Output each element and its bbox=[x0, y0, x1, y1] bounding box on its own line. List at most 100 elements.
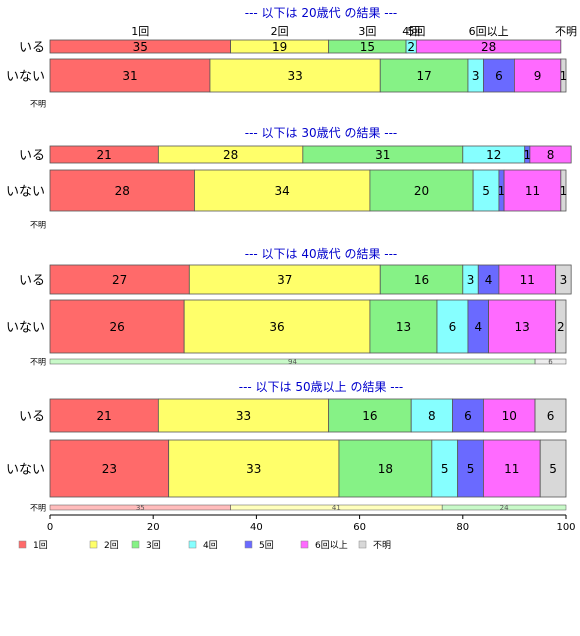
bar-segment bbox=[183, 299, 371, 354]
bar-segment bbox=[457, 439, 484, 498]
data-label: 19 bbox=[272, 40, 287, 54]
data-label: 35 bbox=[133, 40, 148, 54]
bar-segment bbox=[194, 169, 371, 212]
data-label: 6 bbox=[495, 69, 503, 83]
data-label: 13 bbox=[396, 320, 411, 334]
data-label: 1 bbox=[560, 184, 568, 198]
top-category-label: 5回 bbox=[407, 25, 425, 38]
bar-segment bbox=[431, 439, 459, 498]
data-label: 3 bbox=[472, 69, 480, 83]
data-label: 28 bbox=[115, 184, 130, 198]
bar-segment bbox=[168, 439, 340, 498]
bar-segment bbox=[441, 504, 567, 511]
data-label: 16 bbox=[414, 273, 429, 287]
legend-label: 2回 bbox=[104, 540, 119, 551]
legend-label: 6回以上 bbox=[315, 540, 348, 551]
row-label: いる bbox=[19, 41, 45, 56]
legend-swatch bbox=[131, 540, 140, 549]
data-label: 5 bbox=[441, 462, 449, 476]
data-label: 11 bbox=[520, 273, 535, 287]
row-label: いる bbox=[19, 274, 45, 289]
data-label: 3 bbox=[467, 273, 475, 287]
data-label: 28 bbox=[481, 40, 496, 54]
top-category-label: 6回以上 bbox=[469, 25, 509, 38]
bar-segment bbox=[379, 264, 464, 295]
data-label: 36 bbox=[269, 320, 284, 334]
bar-segment bbox=[328, 398, 412, 433]
data-label: 3 bbox=[560, 273, 568, 287]
bar-segment bbox=[488, 299, 557, 354]
data-label: 4 bbox=[485, 273, 493, 287]
data-label: 5 bbox=[549, 462, 557, 476]
data-label: 33 bbox=[246, 462, 261, 476]
x-tick-label: 40 bbox=[250, 522, 263, 533]
data-label: 10 bbox=[502, 409, 517, 423]
data-label: 6 bbox=[449, 320, 457, 334]
data-label: 1 bbox=[523, 148, 531, 162]
top-category-label: 不明 bbox=[555, 25, 577, 38]
data-label: 4 bbox=[474, 320, 482, 334]
data-label: 28 bbox=[223, 148, 238, 162]
data-label: 5 bbox=[467, 462, 475, 476]
bar-segment bbox=[369, 169, 474, 212]
x-tick-label: 80 bbox=[456, 522, 469, 533]
bar-segment bbox=[338, 439, 433, 498]
bar-segment bbox=[529, 145, 572, 164]
legend-swatch bbox=[358, 540, 367, 549]
data-label: 5 bbox=[482, 184, 490, 198]
row-label: 不明 bbox=[30, 504, 46, 513]
data-label: 11 bbox=[504, 462, 519, 476]
top-category-label: 3回 bbox=[358, 25, 376, 38]
bar-segment bbox=[555, 264, 572, 295]
bar-segment bbox=[483, 439, 541, 498]
legend-label: 4回 bbox=[203, 540, 218, 551]
bar-segment bbox=[49, 299, 185, 354]
row-label: いる bbox=[19, 410, 45, 425]
row-label: いない bbox=[6, 185, 45, 200]
bar-segment bbox=[498, 264, 557, 295]
x-tick-label: 0 bbox=[47, 522, 53, 533]
legend-swatch bbox=[89, 540, 98, 549]
top-category-label: 4回 bbox=[402, 25, 420, 38]
row-label: 不明 bbox=[30, 100, 46, 109]
legend-swatch bbox=[188, 540, 197, 549]
data-label: 23 bbox=[102, 462, 117, 476]
data-label: 6 bbox=[548, 358, 553, 366]
data-label: 2 bbox=[557, 320, 565, 334]
bar-segment bbox=[539, 439, 567, 498]
x-tick-label: 20 bbox=[147, 522, 160, 533]
bar-segment bbox=[49, 58, 211, 93]
legend-swatch bbox=[18, 540, 27, 549]
data-label: 20 bbox=[414, 184, 429, 198]
data-label: 21 bbox=[97, 148, 112, 162]
top-category-label: 2回 bbox=[271, 25, 289, 38]
x-tick-label: 100 bbox=[556, 522, 575, 533]
bar-segment bbox=[503, 169, 562, 212]
data-label: 1 bbox=[498, 184, 506, 198]
bar-segment bbox=[49, 169, 195, 212]
bar-segment bbox=[472, 169, 500, 212]
data-label: 9 bbox=[534, 69, 542, 83]
data-label: 8 bbox=[547, 148, 555, 162]
bar-segment bbox=[560, 169, 567, 212]
data-label: 26 bbox=[109, 320, 124, 334]
data-label: 41 bbox=[332, 504, 341, 512]
bar-segment bbox=[452, 398, 484, 433]
data-label: 11 bbox=[525, 184, 540, 198]
data-label: 37 bbox=[277, 273, 292, 287]
legend-swatch bbox=[300, 540, 309, 549]
bar-segment bbox=[49, 439, 170, 498]
row-label: いない bbox=[6, 321, 45, 336]
panel-title: --- 以下は 30歳代 の結果 --- bbox=[245, 126, 398, 140]
x-tick-label: 60 bbox=[353, 522, 366, 533]
legend-label: 5回 bbox=[259, 540, 274, 551]
data-label: 24 bbox=[500, 504, 509, 512]
data-label: 35 bbox=[136, 504, 145, 512]
data-label: 8 bbox=[428, 409, 436, 423]
data-label: 34 bbox=[275, 184, 290, 198]
data-label: 27 bbox=[112, 273, 127, 287]
bar-segment bbox=[534, 358, 567, 365]
row-label: 不明 bbox=[30, 358, 46, 367]
legend-swatch bbox=[244, 540, 253, 549]
